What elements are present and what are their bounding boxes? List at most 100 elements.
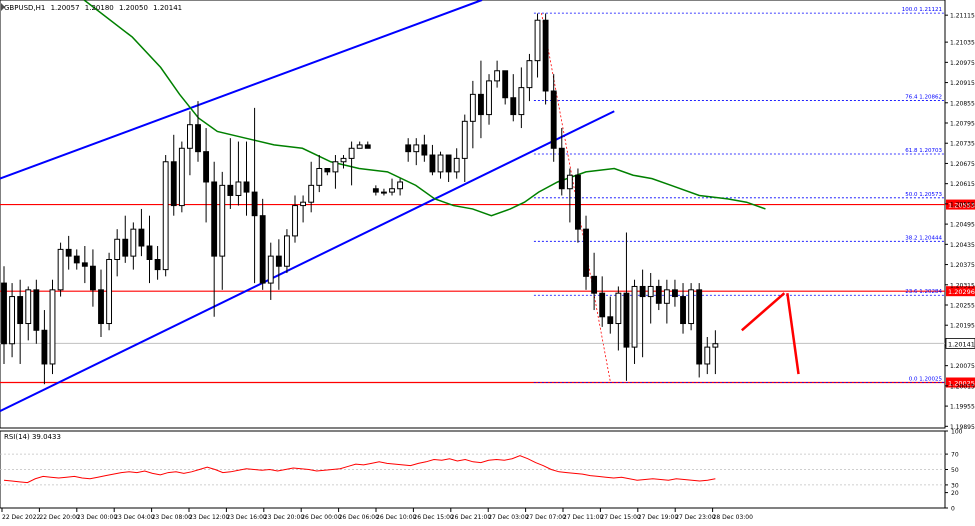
candle-body	[154, 258, 161, 271]
candle-body	[696, 289, 703, 365]
rsi-tick-label: 70	[951, 452, 959, 459]
candle-body	[300, 201, 307, 207]
time-tick-label: 23 Dec 20:00	[264, 514, 305, 521]
fib-level-label: 0.0 1.20025	[909, 377, 943, 383]
candle-body	[114, 238, 121, 260]
candle-body	[130, 228, 137, 257]
level-price-box	[946, 377, 975, 388]
candle-body	[583, 228, 589, 277]
candle-body	[186, 124, 193, 149]
candle-body	[663, 289, 670, 304]
price-tick-label: 1.20735	[950, 141, 975, 148]
fib-trend-line	[541, 13, 611, 383]
price-axis: 1.21115 1.21035 1.20975 1.20915 1.20855 1.207…	[945, 13, 975, 431]
candle-body	[356, 144, 363, 149]
time-tick-label: 27 Dec 07:00	[526, 514, 567, 521]
candle-body	[397, 181, 404, 190]
fib-level-label: 38.2 1.20444	[905, 235, 942, 241]
candle-body	[566, 174, 573, 190]
candle-body	[405, 144, 412, 153]
candle-body	[65, 248, 72, 257]
candle-body	[178, 147, 185, 207]
candle-body	[607, 316, 614, 325]
candle-body	[381, 191, 387, 194]
candle-body	[57, 248, 64, 291]
candle-body	[1, 282, 7, 345]
price-tick-label: 1.20015	[950, 383, 975, 390]
candle-body	[534, 19, 541, 62]
time-tick-label: 27 Dec 19:00	[638, 514, 679, 521]
time-tick-label: 26 Dec 06:00	[339, 514, 380, 521]
level-price-label: 1.20025	[948, 380, 975, 388]
rsi-tick-label: 20	[951, 490, 959, 497]
candle-body	[211, 181, 218, 257]
price-tick-label: 1.20855	[950, 100, 975, 107]
candle-body	[437, 154, 444, 173]
candle-body	[615, 292, 622, 325]
candle-body	[704, 346, 711, 365]
time-tick-label: 23 Dec 04:00	[114, 514, 155, 521]
candle-body	[324, 168, 331, 173]
candle-body	[138, 228, 145, 247]
candle-body	[219, 184, 226, 257]
candle-body	[332, 161, 339, 173]
moving-average-line	[83, 0, 766, 217]
current-price-box	[945, 338, 975, 349]
candle-body	[340, 157, 347, 163]
candle-body	[445, 154, 452, 173]
candle-body	[558, 147, 565, 190]
price-tick-label: 1.20555	[950, 201, 975, 208]
candle-body	[17, 296, 24, 325]
candle-body	[712, 343, 719, 348]
candle-body	[372, 188, 379, 193]
projection-up-line	[741, 292, 786, 332]
candle-body	[227, 184, 234, 196]
symbol-triangle-icon	[1, 3, 5, 11]
time-tick-label: 27 Dec 11:00	[563, 514, 604, 521]
price-pane: 1.20553 1.20296 1.20025 100.0 1.21121 76.4 …	[0, 0, 975, 431]
time-tick-label: 23 Dec 08:00	[152, 514, 193, 521]
candle-body	[575, 174, 581, 230]
candle-body	[421, 144, 428, 156]
time-tick-label: 26 Dec 00:00	[301, 514, 342, 521]
candle-body	[518, 87, 525, 116]
rsi-tick-label: 30	[951, 482, 959, 489]
price-tick-label: 1.20975	[950, 60, 975, 67]
candle-body	[73, 255, 80, 264]
price-tick-label: 1.21035	[950, 40, 975, 47]
price-tick-label: 1.20075	[950, 363, 975, 370]
candle-body	[631, 285, 638, 348]
candle-body	[364, 144, 371, 149]
fib-level-label: 61.8 1.20703	[905, 148, 942, 154]
candle-body	[162, 161, 169, 271]
price-tick-label: 1.19955	[950, 404, 975, 411]
level-price-box	[946, 199, 975, 210]
projection-down-line	[786, 293, 800, 375]
candle-body	[494, 70, 501, 82]
candle-body	[259, 215, 266, 284]
rsi-tick-label: 50	[951, 467, 959, 474]
candle-body	[623, 292, 630, 348]
candle-body	[25, 289, 32, 325]
candle-body	[672, 289, 678, 298]
price-tick-label: 1.21115	[950, 13, 975, 20]
candle-body	[469, 93, 476, 122]
price-tick-label: 1.20255	[950, 302, 975, 309]
time-tick-label: 23 Dec 00:00	[77, 514, 118, 521]
fib-level-label: 23.6 1.20284	[905, 289, 942, 295]
candle-body	[251, 191, 258, 217]
candle-body	[41, 329, 48, 365]
candle-body	[98, 289, 104, 325]
symbol-label: GBPUSD,H1 1.20057 1.20180 1.20050 1.2014…	[4, 4, 182, 12]
channel-line	[0, 110, 615, 413]
fibonacci-retracement: 100.0 1.21121 76.4 1.20862 61.8 1.20703 50.…	[533, 7, 945, 383]
time-tick-label: 27 Dec 15:00	[600, 514, 641, 521]
price-tick-label: 1.20615	[950, 181, 975, 188]
horizontal-levels: 1.20553 1.20296 1.20025	[0, 199, 975, 388]
